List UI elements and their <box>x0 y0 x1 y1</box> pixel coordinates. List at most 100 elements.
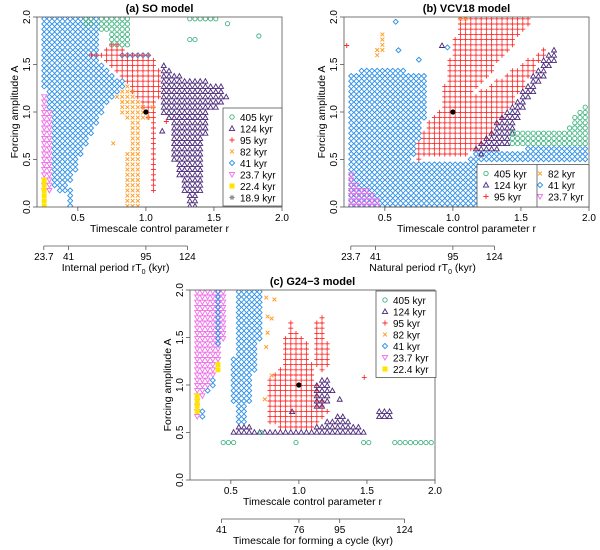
marker-124-kyr <box>318 428 326 435</box>
marker-95-kyr <box>515 26 521 32</box>
marker-124-kyr <box>313 397 321 404</box>
marker-41-kyr <box>251 340 258 347</box>
marker-41-kyr <box>363 130 370 137</box>
marker-41-kyr <box>452 161 459 168</box>
marker-405-kyr <box>582 104 588 110</box>
marker-405-kyr <box>515 141 521 147</box>
marker-41-kyr <box>368 145 376 152</box>
marker-41-kyr <box>67 130 74 137</box>
marker-23-7-kyr <box>373 198 381 205</box>
marker-41-kyr <box>51 62 58 69</box>
marker-41-kyr <box>51 98 58 106</box>
marker-95-kyr <box>150 104 156 110</box>
marker-41-kyr <box>415 78 422 85</box>
marker-124-kyr <box>186 171 194 178</box>
marker-124-kyr <box>230 428 237 435</box>
marker-41-kyr <box>348 93 355 100</box>
marker-405-kyr <box>83 21 89 27</box>
marker-41-kyr <box>384 67 391 74</box>
marker-95-kyr <box>499 42 505 48</box>
marker-95-kyr <box>267 398 273 404</box>
secondary-tick-label: 124 <box>486 252 503 263</box>
marker-41-kyr <box>67 161 74 168</box>
marker-95-kyr <box>150 63 156 69</box>
marker-95-kyr <box>283 341 289 347</box>
marker-95-kyr <box>494 104 500 110</box>
marker-41-kyr <box>56 166 63 173</box>
marker-95-kyr <box>344 43 350 48</box>
marker-95-kyr <box>303 341 309 347</box>
marker-405-kyr <box>551 130 557 136</box>
marker-23-7-kyr <box>199 356 206 363</box>
marker-41-kyr <box>436 197 443 204</box>
marker-95-kyr <box>478 99 484 105</box>
marker-124-kyr <box>191 124 199 131</box>
marker-41-kyr <box>394 130 402 137</box>
marker-23-7-kyr <box>204 346 211 353</box>
marker-95-kyr <box>303 367 309 373</box>
marker-95-kyr <box>109 42 115 48</box>
marker-41-kyr <box>72 67 79 74</box>
marker-41-kyr <box>67 124 74 132</box>
marker-41-kyr <box>379 156 386 163</box>
marker-95-kyr <box>447 68 453 74</box>
marker-41-kyr <box>368 104 376 111</box>
marker-95-kyr <box>494 31 500 37</box>
marker-41-kyr <box>420 202 428 207</box>
marker-41-kyr <box>235 408 242 415</box>
marker-95-kyr <box>293 377 299 383</box>
marker-41-kyr <box>214 340 222 347</box>
marker-41-kyr <box>256 290 263 295</box>
marker-405-kyr <box>293 440 299 446</box>
marker-124-kyr <box>323 418 331 425</box>
marker-95-kyr <box>473 94 479 100</box>
marker-23-7-kyr <box>199 304 206 311</box>
marker-41-kyr <box>240 319 248 327</box>
marker-41-kyr <box>524 156 532 163</box>
marker-41-kyr <box>246 392 253 399</box>
y-axis-label: Forcing amplitude A <box>9 66 21 159</box>
marker-41-kyr <box>46 26 53 33</box>
marker-124-kyr <box>318 423 326 430</box>
marker-82-kyr <box>120 110 125 115</box>
marker-95-kyr <box>483 63 489 69</box>
marker-41-kyr <box>82 26 89 33</box>
marker-41-kyr <box>400 197 407 204</box>
marker-23-7-kyr <box>40 130 48 137</box>
marker-41-kyr <box>72 98 79 106</box>
marker-405-kyr <box>567 130 573 136</box>
marker-41-kyr <box>571 145 578 152</box>
marker-41-kyr <box>415 202 422 207</box>
marker-23-7-kyr <box>46 120 53 127</box>
marker-405-kyr <box>197 17 203 22</box>
marker-23-7-kyr <box>46 125 53 132</box>
marker-95-kyr <box>150 182 156 188</box>
marker-41-kyr <box>82 52 89 59</box>
marker-22-4-kyr <box>41 193 47 199</box>
marker-41-kyr <box>457 187 464 194</box>
marker-95-kyr <box>478 120 484 126</box>
secondary-tick-label: 23.7 <box>341 252 361 263</box>
marker-405-kyr <box>119 21 125 27</box>
marker-41-kyr <box>400 161 407 168</box>
marker-41-kyr <box>457 166 464 173</box>
legend-box <box>375 290 437 378</box>
marker-95-kyr <box>463 89 469 95</box>
marker-95-kyr <box>288 377 294 383</box>
marker-41-kyr <box>87 62 95 69</box>
marker-41-kyr <box>251 314 258 321</box>
marker-124-kyr <box>170 140 178 147</box>
marker-41-kyr <box>56 36 63 43</box>
legend-item: 82 kyr <box>382 331 421 342</box>
marker-41-kyr <box>51 72 58 80</box>
marker-405-kyr <box>556 135 562 141</box>
marker-95-kyr <box>478 109 484 115</box>
x-axis-label: Timescale control parameter r <box>243 496 383 508</box>
marker-95-kyr <box>457 78 463 84</box>
marker-95-kyr <box>309 372 315 378</box>
marker-41-kyr <box>498 156 506 163</box>
marker-124-kyr <box>202 93 209 100</box>
marker-95-kyr <box>468 109 474 115</box>
marker-41-kyr <box>61 124 69 132</box>
